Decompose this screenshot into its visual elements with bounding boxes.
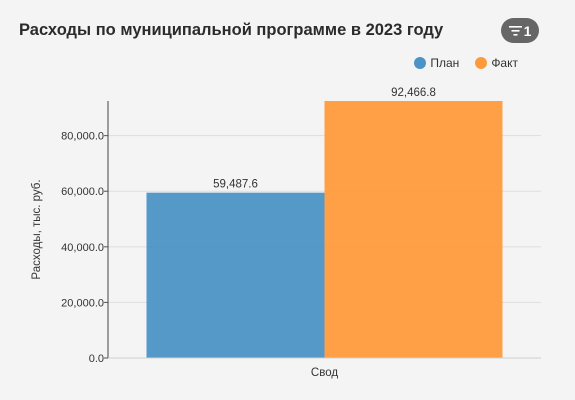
bar-value-label: 92,466.8 — [391, 87, 436, 99]
filter-button[interactable]: 1 — [501, 18, 539, 43]
chart-title: Расходы по муниципальной программе в 202… — [19, 21, 444, 39]
y-tick-label: 40,000.0 — [61, 242, 104, 254]
legend-item-plan[interactable]: План — [414, 56, 459, 70]
legend-label-fact: Факт — [491, 56, 518, 70]
bar-value-label: 59,487.6 — [213, 179, 258, 191]
filter-count: 1 — [523, 22, 532, 39]
chart-legend: План Факт — [414, 56, 518, 70]
y-tick-label: 0.0 — [89, 353, 104, 365]
y-tick-label: 80,000.0 — [61, 131, 104, 143]
legend-item-fact[interactable]: Факт — [475, 56, 518, 70]
y-tick-label: 20,000.0 — [61, 297, 104, 309]
filter-icon — [508, 26, 522, 36]
x-tick-label: Свод — [311, 367, 338, 379]
legend-marker-plan — [414, 57, 427, 69]
legend-label-plan: План — [430, 56, 460, 70]
bar-fact — [324, 101, 503, 358]
bar-plan — [146, 192, 325, 358]
y-axis-title: Расходы, тыс. руб. — [31, 179, 43, 279]
legend-marker-fact — [475, 57, 488, 69]
y-tick-label: 60,000.0 — [61, 186, 104, 198]
